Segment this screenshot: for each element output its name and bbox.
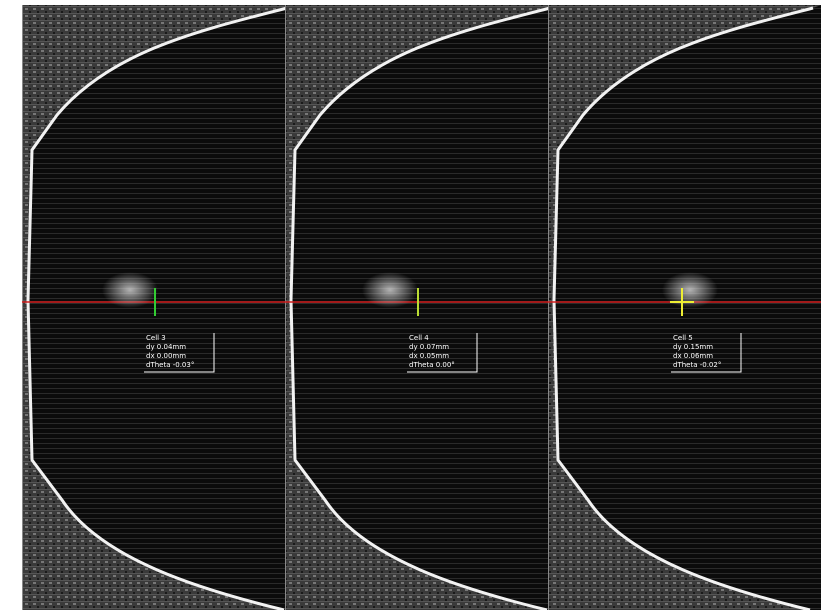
label-line: Cell 4: [409, 334, 429, 342]
label-line: dy 0.07mm: [409, 343, 449, 351]
label-line: dx 0.06mm: [673, 352, 713, 360]
scene: Cell 3dy 0.04mmdx 0.00mmdTheta -0.03° Cel…: [0, 0, 821, 610]
label-line: dy 0.15mm: [673, 343, 713, 351]
panel-divider: [285, 5, 286, 610]
signal-glow: [362, 272, 418, 308]
label-line: dTheta 0.00°: [409, 361, 455, 369]
label-line: dx 0.00mm: [146, 352, 186, 360]
panel-divider: [22, 5, 23, 610]
panels: [22, 5, 821, 610]
label-line: dx 0.05mm: [409, 352, 449, 360]
label-line: dy 0.04mm: [146, 343, 186, 351]
label-line: Cell 3: [146, 334, 166, 342]
signal-glow: [102, 272, 158, 308]
label-line: Cell 5: [673, 334, 693, 342]
panel-divider: [548, 5, 549, 610]
label-line: dTheta -0.03°: [146, 361, 194, 369]
label-line: dTheta -0.02°: [673, 361, 721, 369]
